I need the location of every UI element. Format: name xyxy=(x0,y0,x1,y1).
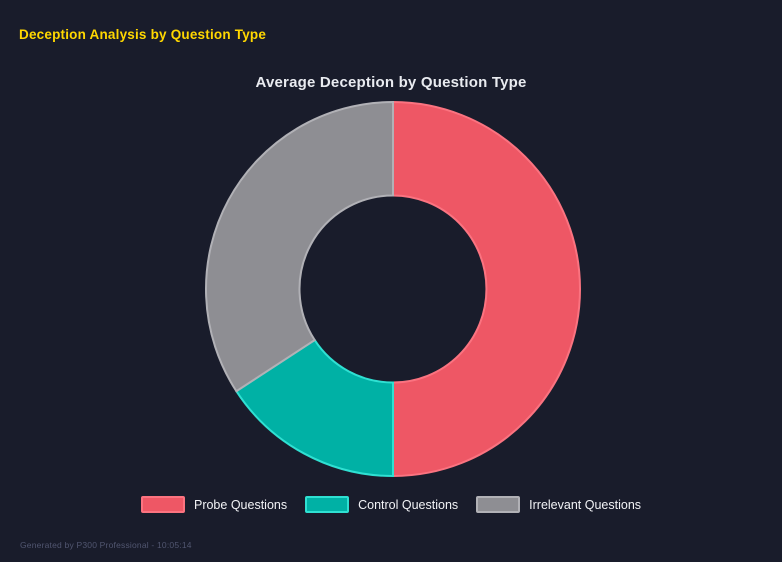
donut-slice-control-questions[interactable] xyxy=(234,338,394,478)
legend-item-irrelevant-questions[interactable]: Irrelevant Questions xyxy=(476,496,641,513)
legend-swatch-irrelevant-questions xyxy=(476,496,521,513)
donut-slice-probe-questions[interactable] xyxy=(392,100,581,478)
legend-item-probe-questions[interactable]: Probe Questions xyxy=(140,496,288,513)
legend-item-control-questions[interactable]: Control Questions xyxy=(305,496,458,513)
legend-swatch-control-questions xyxy=(305,496,350,513)
legend-label-control-questions: Control Questions xyxy=(358,497,459,512)
chart-legend: Probe Questions Control Questions Irreleva… xyxy=(0,496,782,513)
donut-slice-irrelevant-questions[interactable] xyxy=(205,100,394,393)
legend-label-irrelevant-questions: Irrelevant Questions xyxy=(529,497,642,512)
legend-swatch-probe-questions xyxy=(140,496,185,513)
chart-title: Average Deception by Question Type xyxy=(255,74,527,91)
legend-label-probe-questions: Probe Questions xyxy=(193,497,288,512)
page-title: Deception Analysis by Question Type xyxy=(19,27,267,42)
footer-text: Generated by P300 Professional - 10:05:1… xyxy=(20,540,192,550)
